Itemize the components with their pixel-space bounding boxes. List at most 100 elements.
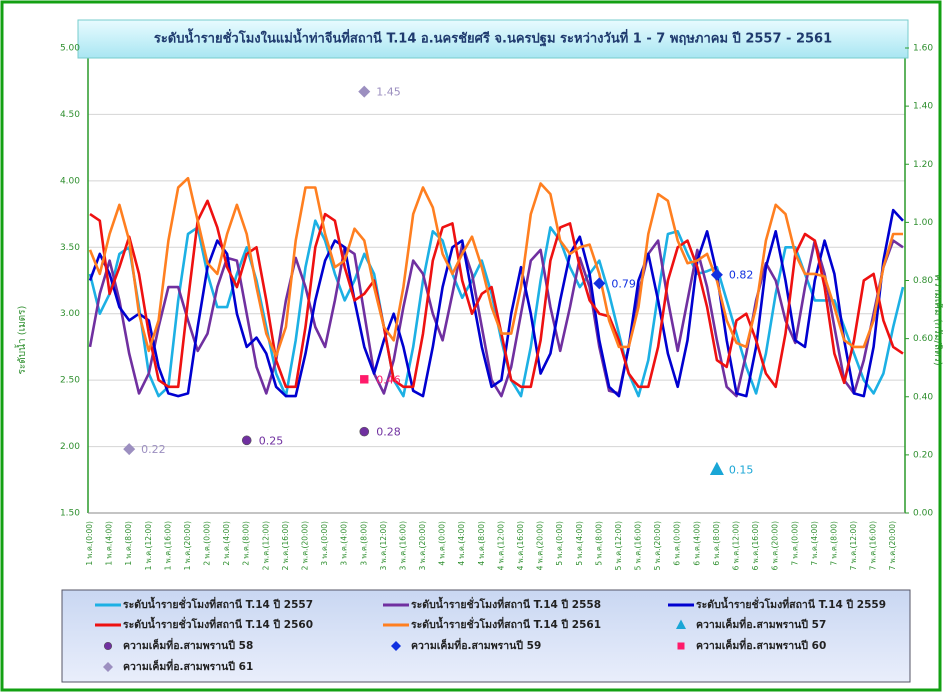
marker (677, 642, 685, 650)
x-tick-label: 1 พ.ค.(4:00) (105, 521, 114, 566)
marker (358, 85, 371, 98)
x-tick-label: 6 พ.ค.(12:00) (731, 521, 740, 570)
x-tick-label: 7 พ.ค.(8:00) (829, 521, 838, 566)
y2-axis-label: ความเค็ม (กรัม/ลิตร) (932, 274, 943, 366)
x-tick-label: 2 พ.ค.(16:00) (281, 521, 290, 570)
x-tick-label: 5 พ.ค.(20:00) (653, 521, 662, 570)
x-tick-label: 4 พ.ค.(20:00) (536, 521, 545, 570)
marker (593, 277, 606, 290)
y-tick-label: 1.50 (60, 509, 80, 519)
marker (391, 641, 401, 651)
legend-label: ความเค็มที่อ.สามพรานปี 58 (123, 637, 253, 652)
y2-tick-label: 1.00 (913, 218, 933, 228)
x-tick-label: 7 พ.ค.(0:00) (790, 521, 799, 566)
y2-tick-label: 1.60 (913, 44, 933, 54)
x-tick-label: 5 พ.ค.(0:00) (555, 521, 564, 566)
x-tick-label: 4 พ.ค.(16:00) (516, 521, 525, 570)
legend-label: ความเค็มที่อ.สามพรานปี 57 (696, 616, 826, 631)
legend-label: ความเค็มที่อ.สามพรานปี 60 (696, 637, 826, 652)
x-tick-label: 2 พ.ค.(0:00) (203, 521, 212, 566)
x-tick-label: 5 พ.ค.(4:00) (575, 521, 584, 566)
y-tick-label: 4.50 (60, 110, 80, 120)
marker (360, 375, 369, 384)
x-tick-label: 3 พ.ค.(20:00) (418, 521, 427, 570)
x-tick-label: 4 พ.ค.(12:00) (496, 521, 505, 570)
x-tick-label: 7 พ.ค.(4:00) (810, 521, 819, 566)
marker (676, 619, 686, 629)
y-tick-label: 3.00 (60, 309, 80, 319)
x-tick-label: 3 พ.ค.(16:00) (398, 521, 407, 570)
x-tick-label: 6 พ.ค.(20:00) (771, 521, 780, 570)
x-tick-label: 4 พ.ค.(0:00) (438, 521, 447, 566)
x-tick-label: 3 พ.ค.(8:00) (359, 521, 368, 566)
series-line (88, 208, 904, 398)
x-tick-label: 1 พ.ค.(12:00) (144, 521, 153, 570)
legend-label: ระดับน้ำรายชั่วโมงที่สถานี T.14 ปี 2560 (123, 616, 313, 631)
legend-label: ความเค็มที่อ.สามพรานปี 59 (411, 637, 541, 652)
legend-label: ระดับน้ำรายชั่วโมงที่สถานี T.14 ปี 2559 (696, 596, 886, 611)
marker (359, 426, 370, 437)
x-tick-label: 2 พ.ค.(12:00) (261, 521, 270, 570)
x-tick-label: 6 พ.ค.(16:00) (751, 521, 760, 570)
data-label: 0.15 (729, 463, 754, 476)
y2-tick-label: 0.40 (913, 392, 933, 402)
x-tick-label: 6 พ.ค.(8:00) (712, 521, 721, 566)
x-tick-label: 4 พ.ค.(4:00) (457, 521, 466, 566)
y2-tick-label: 1.40 (913, 102, 933, 112)
y-tick-label: 4.00 (60, 176, 80, 186)
y2-tick-label: 0.60 (913, 334, 933, 344)
x-tick-label: 2 พ.ค.(4:00) (222, 521, 231, 566)
marker (241, 435, 252, 446)
x-tick-label: 3 พ.ค.(4:00) (340, 521, 349, 566)
y-axis-label: ระดับน้ำ (เมตร) (14, 305, 28, 374)
marker (103, 662, 113, 672)
y-tick-label: 5.00 (60, 44, 80, 54)
data-label: 0.79 (611, 277, 636, 290)
x-tick-label: 1 พ.ค.(20:00) (183, 521, 192, 570)
y2-tick-label: 1.20 (913, 160, 933, 170)
legend-label: ระดับน้ำรายชั่วโมงที่สถานี T.14 ปี 2561 (411, 616, 601, 631)
data-label: 0.82 (729, 269, 754, 282)
legend-box (61, 589, 911, 683)
marker (709, 461, 724, 476)
series-line (88, 176, 903, 358)
marker (123, 443, 136, 456)
x-tick-label: 6 พ.ค.(4:00) (692, 521, 701, 566)
data-label: 1.45 (376, 86, 401, 99)
data-label: 0.25 (259, 434, 284, 447)
x-tick-label: 5 พ.ค.(12:00) (614, 521, 623, 570)
x-tick-label: 7 พ.ค.(20:00) (888, 521, 897, 570)
data-label: 0.28 (376, 426, 401, 439)
x-tick-label: 1 พ.ค.(16:00) (163, 521, 172, 570)
legend-label: ความเค็มที่อ.สามพรานปี 61 (123, 658, 253, 673)
x-tick-label: 3 พ.ค.(0:00) (320, 521, 329, 566)
title-box (77, 19, 909, 59)
y2-tick-label: 0.20 (913, 450, 933, 460)
chart-title: ระดับน้ำรายชั่วโมงในแม่น้ำท่าจีนที่สถานี… (154, 28, 832, 48)
x-tick-label: 2 พ.ค.(8:00) (242, 521, 251, 566)
y-tick-label: 3.50 (60, 243, 80, 253)
data-label: 0.46 (376, 373, 401, 386)
x-tick-label: 3 พ.ค.(12:00) (379, 521, 388, 570)
x-tick-label: 1 พ.ค.(0:00) (85, 521, 94, 566)
x-tick-label: 6 พ.ค.(0:00) (673, 521, 682, 566)
y2-tick-label: 0.00 (913, 509, 933, 519)
x-tick-label: 7 พ.ค.(16:00) (869, 521, 878, 570)
legend-label: ระดับน้ำรายชั่วโมงที่สถานี T.14 ปี 2558 (411, 596, 601, 611)
x-tick-label: 4 พ.ค.(8:00) (477, 521, 486, 566)
x-tick-label: 1 พ.ค.(8:00) (124, 521, 133, 566)
x-tick-label: 5 พ.ค.(16:00) (634, 521, 643, 570)
marker (710, 268, 723, 281)
series-line (89, 199, 904, 389)
x-tick-label: 2 พ.ค.(20:00) (300, 521, 309, 570)
y-tick-label: 2.00 (60, 442, 80, 452)
y2-tick-label: 0.80 (913, 276, 933, 286)
x-tick-label: 7 พ.ค.(12:00) (849, 521, 858, 570)
data-label: 0.22 (141, 443, 166, 456)
legend-label: ระดับน้ำรายชั่วโมงที่สถานี T.14 ปี 2557 (123, 596, 313, 611)
marker (103, 641, 113, 651)
x-tick-label: 5 พ.ค.(8:00) (594, 521, 603, 566)
y-tick-label: 2.50 (60, 376, 80, 386)
